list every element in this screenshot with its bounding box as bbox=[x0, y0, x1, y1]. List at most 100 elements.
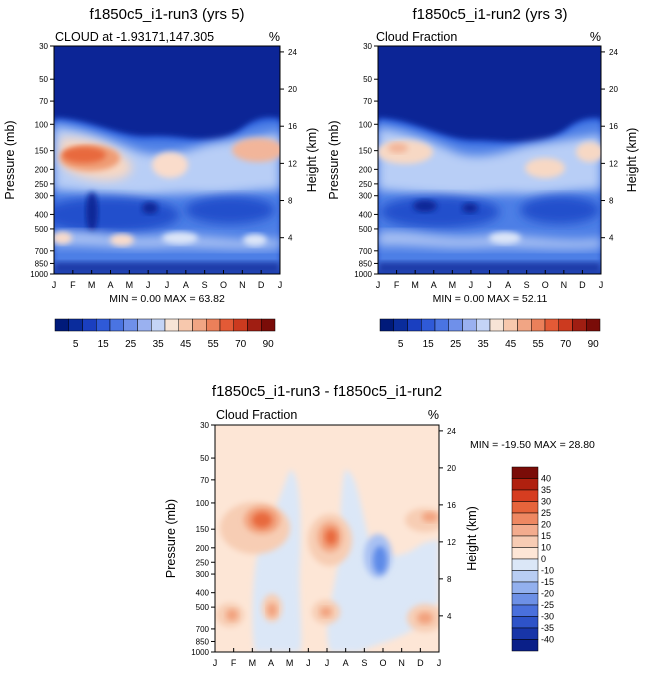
colorbar-swatch bbox=[544, 318, 559, 332]
colorbar-swatch bbox=[421, 318, 436, 332]
colorbar-label: 55 bbox=[208, 339, 220, 350]
y-tick-label: 200 bbox=[359, 165, 373, 174]
x-tick-label: J bbox=[437, 658, 442, 668]
height-tick-label: 8 bbox=[609, 197, 614, 206]
colorbar-swatch bbox=[476, 318, 491, 332]
height-tick-label: 4 bbox=[288, 234, 293, 243]
colorbar-swatch bbox=[434, 318, 449, 332]
x-tick-label: M bbox=[126, 280, 134, 290]
y-tick-label: 1000 bbox=[354, 270, 372, 279]
y-tick-label: 400 bbox=[196, 589, 210, 598]
y-axis-label: Pressure (mb) bbox=[327, 120, 341, 199]
colorbar-label: 70 bbox=[235, 339, 247, 350]
colorbar-1: 5 15 25 35 45 55 70 90 bbox=[54, 318, 276, 350]
y-tick-label: 300 bbox=[359, 192, 373, 201]
height-axis-label: Height (km) bbox=[625, 128, 639, 193]
x-tick-label: A bbox=[268, 658, 274, 668]
colorbar-label: 45 bbox=[180, 339, 192, 350]
x-tick-label: N bbox=[239, 280, 246, 290]
x-tick-label: M bbox=[249, 658, 257, 668]
colorbar-swatch bbox=[511, 512, 539, 525]
colorbar-swatch bbox=[511, 616, 539, 629]
y-tick-label: 250 bbox=[196, 558, 210, 567]
x-tick-label: J bbox=[213, 658, 218, 668]
colorbar-label: 25 bbox=[125, 339, 137, 350]
x-tick-label: F bbox=[70, 280, 76, 290]
panel-3-title: f1850c5_i1-run3 - f1850c5_i1-run2 bbox=[212, 383, 442, 400]
panel-2-units: % bbox=[590, 30, 601, 44]
x-tick-label: O bbox=[220, 280, 227, 290]
colorbar-label: 25 bbox=[450, 339, 462, 350]
y-tick-label: 100 bbox=[359, 120, 373, 129]
y-tick-label: 30 bbox=[200, 421, 209, 430]
colorbar-label: 45 bbox=[505, 339, 517, 350]
y-tick-label: 100 bbox=[35, 120, 49, 129]
x-tick-label: J bbox=[376, 280, 381, 290]
y-tick-label: 700 bbox=[196, 625, 210, 634]
y-tick-label: 70 bbox=[200, 476, 209, 485]
colorbar-label: 5 bbox=[398, 339, 404, 350]
y-tick-label: 50 bbox=[39, 75, 48, 84]
colorbar-label: 70 bbox=[560, 339, 572, 350]
y-tick-label: 200 bbox=[196, 544, 210, 553]
x-tick-label: M bbox=[449, 280, 457, 290]
x-tick-label: A bbox=[183, 280, 189, 290]
y-tick-label: 200 bbox=[35, 165, 49, 174]
colorbar-swatch bbox=[511, 489, 539, 502]
colorbar-label: 10 bbox=[541, 543, 551, 553]
y-tick-label: 100 bbox=[196, 499, 210, 508]
x-tick-label: J bbox=[487, 280, 492, 290]
colorbar-swatch bbox=[511, 535, 539, 548]
height-tick-label: 16 bbox=[609, 122, 618, 131]
panel-1-axes: J F M A M J J A S O N D J 30 50 70 100 150 200 250 300 400 500… bbox=[3, 42, 319, 305]
colorbar-swatch bbox=[407, 318, 422, 332]
height-tick-label: 4 bbox=[609, 234, 614, 243]
y-tick-label: 400 bbox=[359, 210, 373, 219]
panel-3: f1850c5_i1-run3 - f1850c5_i1-run2 Cloud … bbox=[212, 383, 595, 653]
y-tick-label: 500 bbox=[35, 225, 49, 234]
colorbar-swatch bbox=[511, 547, 539, 560]
colorbar-swatch bbox=[379, 318, 394, 332]
colorbar-label: 35 bbox=[541, 485, 551, 495]
colorbar-swatch bbox=[219, 318, 234, 332]
colorbar-swatch bbox=[54, 318, 69, 332]
y-tick-label: 300 bbox=[35, 192, 49, 201]
x-tick-label: S bbox=[524, 280, 530, 290]
colorbar-swatch bbox=[68, 318, 83, 332]
x-tick-label: A bbox=[505, 280, 511, 290]
colorbar-label: 15 bbox=[541, 531, 551, 541]
colorbar-swatch bbox=[462, 318, 477, 332]
x-tick-label: S bbox=[202, 280, 208, 290]
height-tick-label: 12 bbox=[609, 159, 618, 168]
x-tick-label: S bbox=[361, 658, 367, 668]
colorbar-swatch bbox=[511, 627, 539, 640]
x-tick-label: D bbox=[579, 280, 586, 290]
panel-3-subtitle: Cloud Fraction bbox=[216, 408, 297, 422]
x-tick-label: J bbox=[469, 280, 474, 290]
x-tick-label: J bbox=[306, 658, 311, 668]
x-tick-label: F bbox=[231, 658, 237, 668]
y-tick-label: 300 bbox=[196, 570, 210, 579]
colorbar-swatch bbox=[123, 318, 138, 332]
colorbar-label: 40 bbox=[541, 474, 551, 484]
height-tick-label: 8 bbox=[288, 197, 293, 206]
colorbar-label: -40 bbox=[541, 635, 554, 645]
y-tick-label: 50 bbox=[200, 454, 209, 463]
y-tick-label: 250 bbox=[359, 180, 373, 189]
colorbar-label: 20 bbox=[541, 520, 551, 530]
colorbar-swatch bbox=[511, 593, 539, 606]
height-tick-label: 4 bbox=[447, 612, 452, 621]
colorbar-label: 0 bbox=[541, 554, 546, 564]
y-tick-label: 50 bbox=[363, 75, 372, 84]
height-tick-label: 16 bbox=[288, 122, 297, 131]
x-tick-label: J bbox=[325, 658, 330, 668]
y-tick-label: 850 bbox=[196, 637, 210, 646]
height-tick-label: 24 bbox=[609, 48, 618, 57]
colorbar-2: 5 15 25 35 45 55 70 90 bbox=[379, 318, 601, 350]
colorbar-label: 35 bbox=[153, 339, 165, 350]
x-tick-label: J bbox=[278, 280, 283, 290]
panel-2-subtitle: Cloud Fraction bbox=[376, 30, 457, 44]
y-tick-label: 500 bbox=[359, 225, 373, 234]
